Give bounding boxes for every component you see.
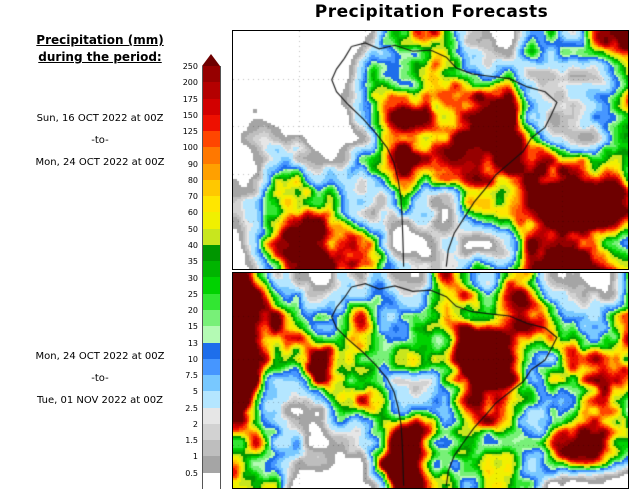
colorbar-segment xyxy=(203,293,220,310)
colorbar-label: 35 xyxy=(187,257,198,267)
period-label-week2: Mon, 24 OCT 2022 at 00Z -to- Tue, 01 NOV… xyxy=(0,346,200,412)
colorbar-segment xyxy=(203,66,220,83)
colorbar-segment xyxy=(203,440,220,457)
colorbar-label: 15 xyxy=(187,322,198,332)
colorbar-label: 90 xyxy=(187,159,198,169)
period1-to: Mon, 24 OCT 2022 at 00Z xyxy=(35,157,165,168)
colorbar-label: 200 xyxy=(182,78,198,88)
colorbar-segment xyxy=(203,472,220,489)
colorbar-segment xyxy=(203,82,220,99)
colorbar-segment xyxy=(203,98,220,115)
colorbar-label: 25 xyxy=(187,289,198,299)
period2-from: Mon, 24 OCT 2022 at 00Z xyxy=(35,351,165,362)
colorbar-segment xyxy=(203,277,220,294)
colorbar-segment xyxy=(203,342,220,359)
colorbar-segment xyxy=(203,423,220,441)
colorbar-label: 80 xyxy=(187,175,198,185)
colorbar-segment xyxy=(203,179,220,197)
colorbar-label: 50 xyxy=(187,224,198,234)
colorbar-label: 250 xyxy=(182,62,198,71)
colorbar-segment xyxy=(203,163,220,180)
period1-from: Sun, 16 OCT 2022 at 00Z xyxy=(36,113,164,124)
colorbar-segments xyxy=(202,66,221,489)
colorbar-label: 2 xyxy=(192,419,198,429)
period-label-week1: Sun, 16 OCT 2022 at 00Z -to- Mon, 24 OCT… xyxy=(0,108,200,174)
colorbar-segment xyxy=(203,375,220,392)
colorbar-label: 20 xyxy=(187,306,198,316)
colorbar-segment xyxy=(203,407,220,424)
colorbar-label: 2.5 xyxy=(185,403,198,413)
colorbar-label: 175 xyxy=(182,94,198,104)
colorbar-label: 125 xyxy=(182,127,198,137)
colorbar-segment xyxy=(203,326,220,343)
colorbar-label: 30 xyxy=(187,273,198,283)
colorbar-label: 1.5 xyxy=(185,436,198,446)
colorbar-label: 0.5 xyxy=(185,468,198,478)
colorbar-segment xyxy=(203,228,220,245)
legend-title-line1: Precipitation (mm) xyxy=(36,33,164,47)
period2-separator: -to- xyxy=(91,373,109,384)
colorbar-segment xyxy=(203,309,220,327)
colorbar-label: 13 xyxy=(187,338,198,348)
precipitation-map-week-2 xyxy=(232,272,629,489)
colorbar-label: 70 xyxy=(187,192,198,202)
colorbar-label: 40 xyxy=(187,240,198,250)
colorbar-segment xyxy=(203,456,220,473)
colorbar-label: 5 xyxy=(192,387,198,397)
page-title: Precipitation Forecasts xyxy=(314,2,549,22)
legend-title-line2: during the period: xyxy=(38,50,162,64)
precipitation-map-week-1 xyxy=(232,30,629,270)
colorbar-segment xyxy=(203,196,220,213)
colorbar: 250 200 175 150 125 100 90 80 70 60 50 40 35 30 25 20 15… xyxy=(183,54,221,489)
colorbar-segment xyxy=(203,147,220,164)
colorbar-segment xyxy=(203,212,220,229)
colorbar-segment xyxy=(203,131,220,148)
period2-to: Tue, 01 NOV 2022 at 00Z xyxy=(37,395,163,406)
colorbar-label: 60 xyxy=(187,208,198,218)
period1-separator: -to- xyxy=(91,135,109,146)
colorbar-segment xyxy=(203,261,220,278)
colorbar-segment xyxy=(203,244,220,262)
colorbar-label: 1 xyxy=(192,452,198,462)
colorbar-label: 100 xyxy=(182,143,198,153)
colorbar-label: 7.5 xyxy=(185,371,198,381)
legend-title: Precipitation (mm) during the period: xyxy=(0,32,200,66)
colorbar-segment xyxy=(203,358,220,376)
colorbar-arrow-icon xyxy=(202,54,220,66)
colorbar-segment xyxy=(203,114,220,132)
colorbar-label: 10 xyxy=(187,354,198,364)
colorbar-label: 150 xyxy=(182,110,198,120)
colorbar-segment xyxy=(203,391,220,408)
